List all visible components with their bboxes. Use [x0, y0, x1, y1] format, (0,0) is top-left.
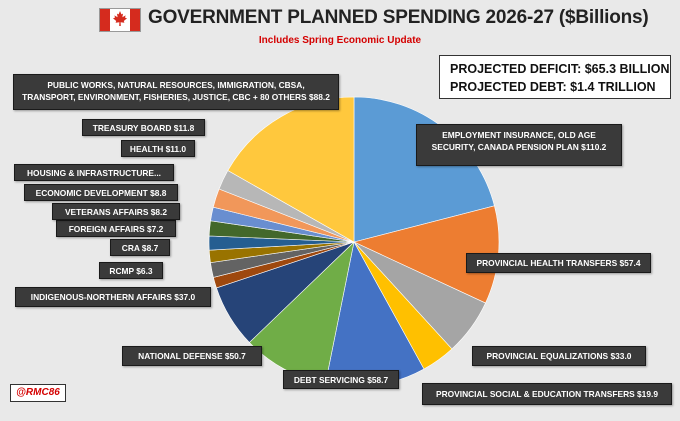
- label-employment-insurance: EMPLOYMENT INSURANCE, OLD AGE SECURITY, …: [416, 124, 622, 166]
- label-provincial-health-transfers: PROVINCIAL HEALTH TRANSFERS $57.4: [466, 253, 651, 273]
- label-provincial-equalizations: PROVINCIAL EQUALIZATIONS $33.0: [472, 346, 646, 366]
- label-national-defense: NATIONAL DEFENSE $50.7: [122, 346, 262, 366]
- projected-deficit: PROJECTED DEFICIT: $65.3 BILLION: [450, 62, 670, 76]
- pie-slice-15: [227, 96, 355, 243]
- projected-debt: PROJECTED DEBT: $1.4 TRILLION: [450, 80, 656, 94]
- deficit-summary-box: PROJECTED DEFICIT: $65.3 BILLION PROJECT…: [439, 55, 671, 99]
- label-economic-development: ECONOMIC DEVELOPMENT $8.8: [24, 184, 178, 201]
- label-debt-servicing: DEBT SERVICING $58.7: [283, 370, 399, 389]
- maple-leaf-icon: [113, 11, 127, 26]
- author-credit: @RMC86: [10, 384, 66, 402]
- label-public-works-and-others: PUBLIC WORKS, NATURAL RESOURCES, IMMIGRA…: [13, 74, 339, 110]
- label-health: HEALTH $11.0: [121, 140, 195, 157]
- label-housing-infrastructure: HOUSING & INFRASTRUCTURE...: [14, 164, 174, 181]
- flag-right-bar: [130, 9, 140, 31]
- label-rcmp: RCMP $6.3: [99, 262, 163, 279]
- chart-subtitle: Includes Spring Economic Update: [258, 35, 422, 46]
- chart-title: GOVERNMENT PLANNED SPENDING 2026-27 ($Bi…: [148, 7, 649, 28]
- label-cra: CRA $8.7: [110, 239, 170, 256]
- label-veterans-affairs: VETERANS AFFAIRS $8.2: [52, 203, 180, 220]
- flag-left-bar: [100, 9, 110, 31]
- label-provincial-social-education-transfers: PROVINCIAL SOCIAL & EDUCATION TRANSFERS …: [422, 383, 672, 405]
- title-row: GOVERNMENT PLANNED SPENDING 2026-27 ($Bi…: [0, 6, 680, 32]
- label-indigenous-northern-affairs: INDIGENOUS-NORTHERN AFFAIRS $37.0: [15, 287, 211, 307]
- label-treasury-board: TREASURY BOARD $11.8: [82, 119, 205, 136]
- canada-flag-icon: [99, 8, 141, 32]
- label-foreign-affairs: FOREIGN AFFAIRS $7.2: [56, 220, 176, 237]
